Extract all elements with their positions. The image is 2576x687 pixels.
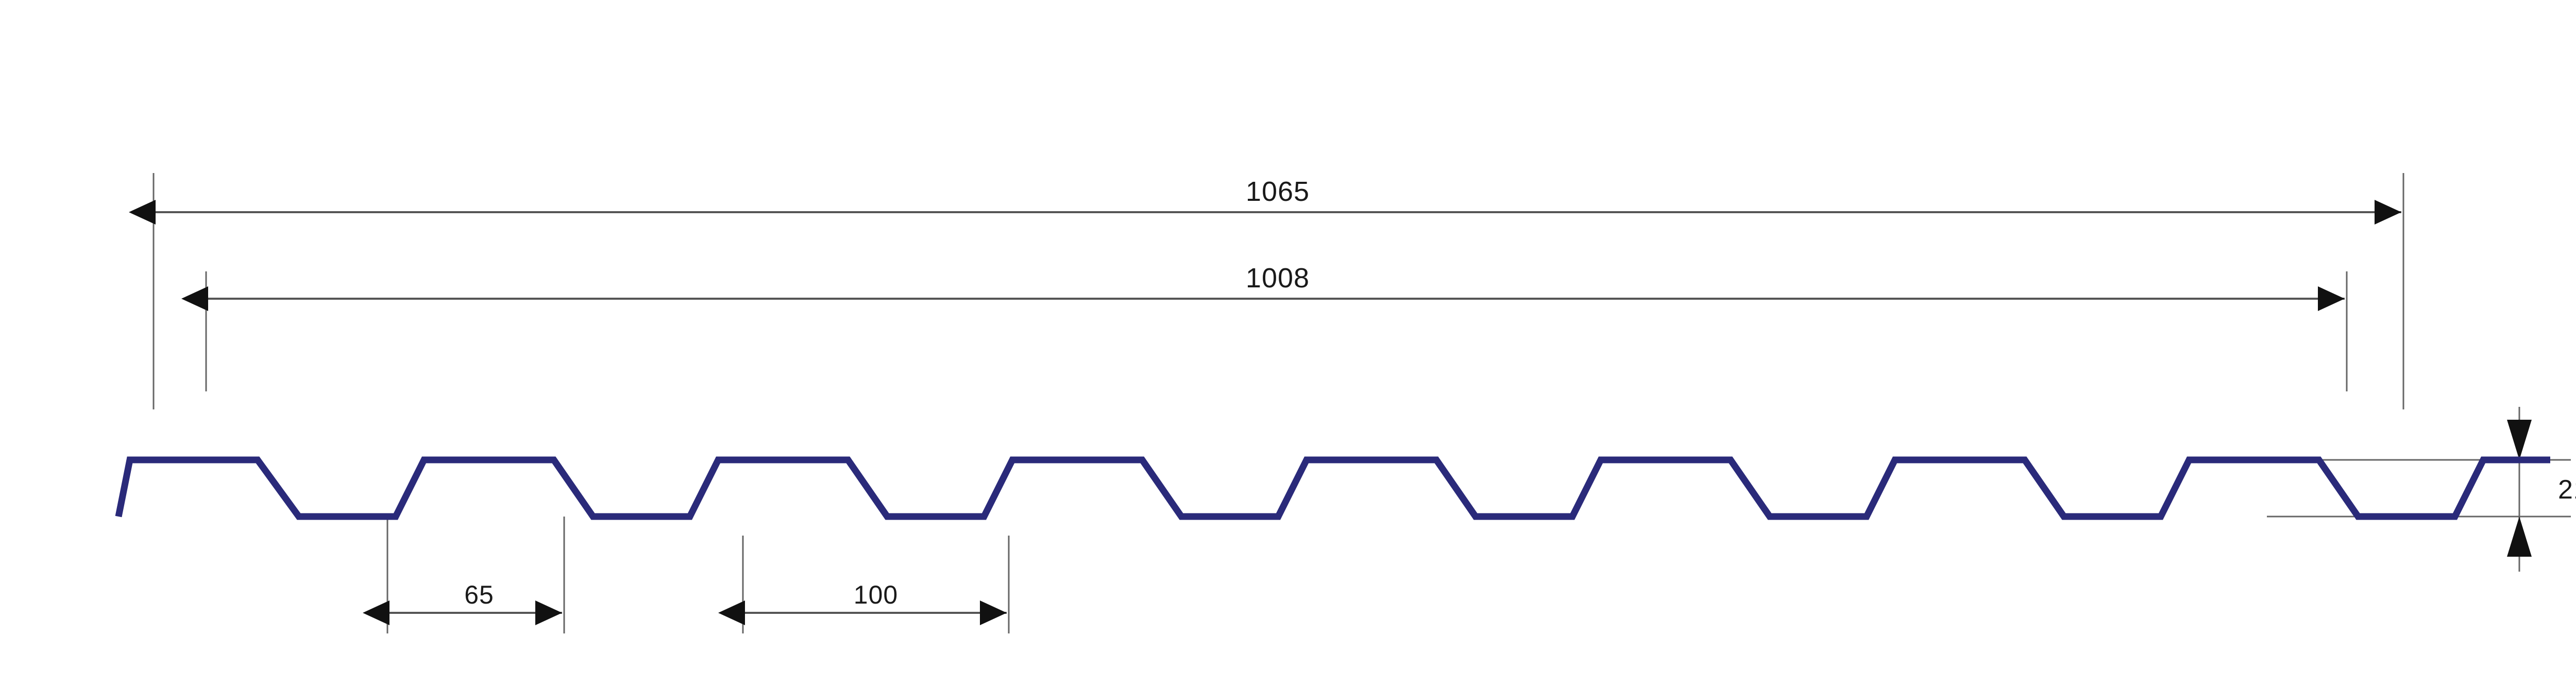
- dim-label-100: 100: [854, 580, 898, 609]
- dim-label-1008: 1008: [1246, 263, 1310, 294]
- dimension-lines-group: [129, 200, 2401, 625]
- dim-label-1065: 1065: [1246, 176, 1310, 207]
- extension-lines-group: [152, 173, 2520, 633]
- dim-label-21mm: 21 мм: [2558, 475, 2576, 505]
- arrow-21mm-down: [2507, 420, 2532, 460]
- corrugated-sheet-profile: [115, 456, 2550, 520]
- arrow-21mm-up: [2507, 517, 2532, 557]
- dim-label-65: 65: [464, 580, 494, 609]
- height-extension-lines-group: [2267, 459, 2571, 518]
- height-arrows-group: [2507, 420, 2532, 557]
